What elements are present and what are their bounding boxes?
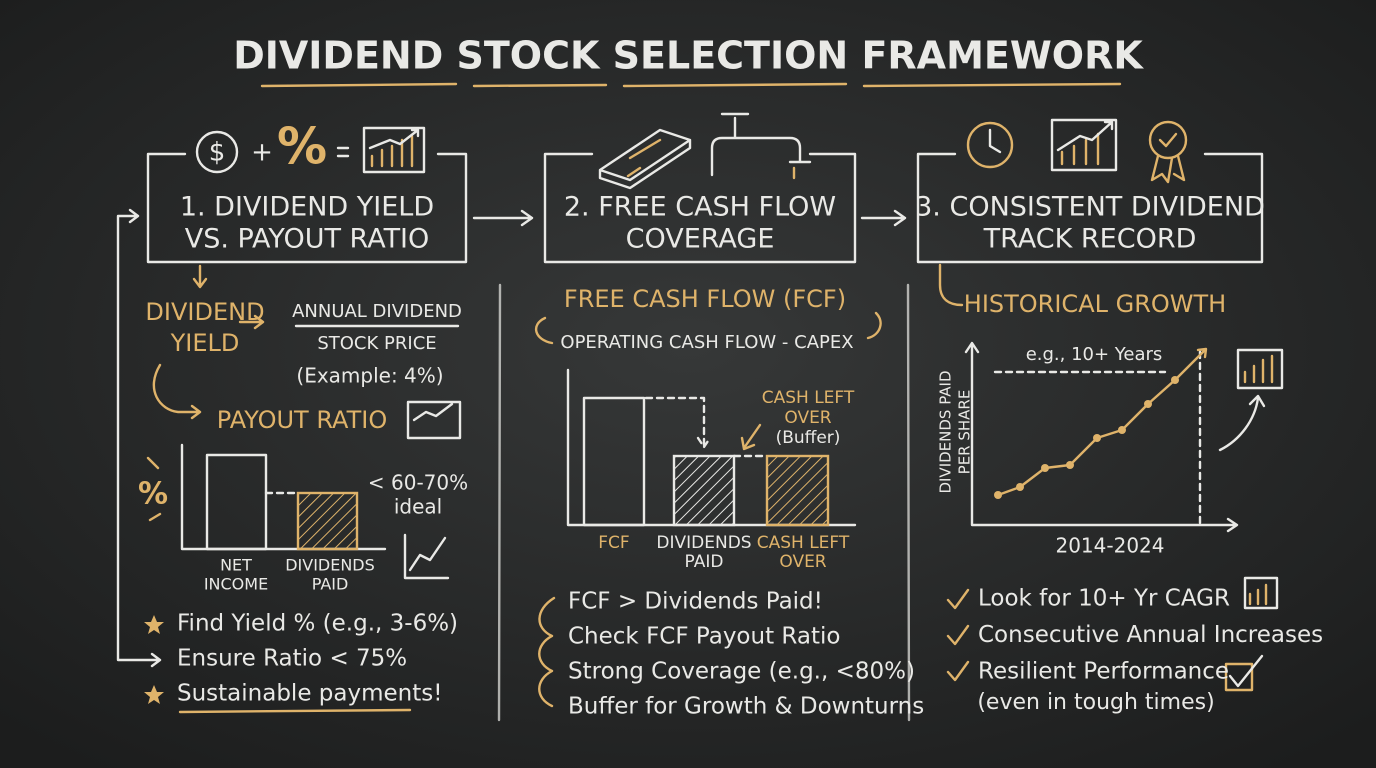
bullet: Check FCF Payout Ratio (568, 624, 840, 650)
section-label: PAYOUT RATIO (217, 406, 387, 434)
title-underline (260, 82, 1122, 88)
step-heading: COVERAGE (626, 224, 775, 255)
target-note: ideal (394, 495, 442, 519)
bullet: FCF > Dividends Paid! (568, 589, 823, 615)
icon-plus: + (251, 138, 273, 168)
bullet: Resilient Performance (978, 659, 1229, 685)
period-label: 2014-2024 (1055, 534, 1164, 558)
bar-label: DIVIDENDS (285, 556, 375, 575)
bullet: Consecutive Annual Increases (978, 622, 1323, 648)
underline (178, 708, 412, 714)
bar-label: CASH LEFT (757, 533, 850, 553)
icon-dollar: $ (209, 138, 226, 168)
section-label: HISTORICAL GROWTH (964, 290, 1226, 318)
target-note: < 60-70% (368, 471, 468, 495)
buffer-note: (Buffer) (776, 428, 841, 448)
y-axis-label: DIVIDENDS PAID (937, 370, 955, 493)
bar-label: FCF (598, 533, 629, 553)
bullet: Look for 10+ Yr CAGR (978, 586, 1230, 612)
bullet: Find Yield % (e.g., 3-6%) (177, 611, 458, 637)
bullet: Sustainable payments! (177, 681, 442, 707)
formula-label: DIVIDEND (145, 298, 264, 326)
step-heading: 2. FREE CASH FLOW (564, 192, 836, 223)
step-heading: 3. CONSISTENT DIVIDEND (915, 192, 1265, 223)
stars (144, 615, 164, 704)
icon-percent: % (277, 118, 327, 176)
bar-label: INCOME (204, 575, 268, 594)
denominator: STOCK PRICE (317, 333, 436, 354)
percent-icon: % (138, 477, 168, 512)
y-axis-label: PER SHARE (956, 390, 974, 475)
title: DIVIDEND STOCK SELECTION FRAMEWORK (233, 34, 1144, 78)
section-label: FREE CASH FLOW (FCF) (564, 285, 846, 313)
step-boxes (146, 152, 1264, 264)
bar-label: OVER (779, 552, 826, 572)
bullet: Buffer for Growth & Downturns (568, 694, 924, 720)
formula-label: YIELD (170, 329, 240, 357)
step-heading: VS. PAYOUT RATIO (185, 224, 430, 255)
step-heading: TRACK RECORD (983, 224, 1197, 255)
span-note: e.g., 10+ Years (1026, 344, 1163, 365)
bullet: Ensure Ratio < 75% (177, 646, 407, 672)
step1-drawings (116, 126, 462, 668)
example: (Example: 4%) (296, 364, 443, 388)
step3-drawings (938, 118, 1284, 692)
formula: OPERATING CASH FLOW - CAPEX (560, 332, 853, 353)
bar-label: NET (220, 556, 252, 575)
bar-label: DIVIDENDS (656, 533, 751, 553)
dividers (497, 283, 911, 722)
buffer-note: OVER (784, 408, 831, 428)
buffer-note: CASH LEFT (762, 388, 855, 408)
bar-label: PAID (685, 552, 724, 572)
bullet: (even in tough times) (977, 690, 1214, 715)
numerator: ANNUAL DIVIDEND (292, 301, 462, 322)
bullet: Strong Coverage (e.g., <80%) (568, 659, 915, 685)
step-heading: 1. DIVIDEND YIELD (180, 192, 434, 223)
bar-label: PAID (312, 575, 349, 594)
step2-drawings (534, 112, 882, 708)
